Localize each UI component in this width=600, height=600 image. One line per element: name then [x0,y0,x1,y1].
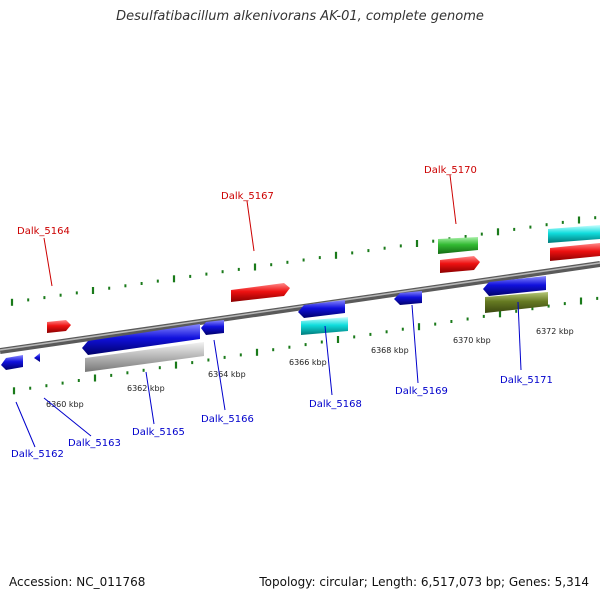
scale-label: 6364 kbp [208,370,246,379]
scale-label: 6370 kbp [453,336,491,345]
gene-feature[interactable] [34,353,40,362]
genome-backbone [0,261,600,354]
gene-feature[interactable] [438,237,478,254]
page-title: Desulfatibacillum alkenivorans AK-01, co… [116,9,484,24]
tick-marks [10,216,599,395]
gene-feature[interactable] [394,291,422,305]
gene-label[interactable]: Dalk_5162 [11,449,64,460]
gene-feature[interactable] [298,300,345,318]
gene-label[interactable]: Dalk_5165 [132,427,185,438]
gene-label[interactable]: Dalk_5169 [395,386,448,397]
gene-feature[interactable] [440,256,480,273]
reverse-strand-genes [1,276,548,372]
scale-label: 6360 kbp [46,400,84,409]
forward-strand-genes [47,225,600,333]
scale-labels: 6360 kbp 6362 kbp 6364 kbp 6366 kbp 6368… [46,327,574,409]
reverse-gene-labels: Dalk_5162 Dalk_5163 Dalk_5165 Dalk_5166 … [11,301,553,460]
gene-label[interactable]: Dalk_5171 [500,375,553,386]
gene-feature[interactable] [201,320,224,335]
gene-label[interactable]: Dalk_5167 [221,191,274,202]
scale-label: 6362 kbp [127,384,165,393]
gene-label[interactable]: Dalk_5163 [68,438,121,449]
scale-label: 6368 kbp [371,346,409,355]
gene-feature[interactable] [485,292,548,313]
accession-text: Accession: NC_011768 [9,575,146,589]
genome-summary: Topology: circular; Length: 6,517,073 bp… [259,575,589,589]
gene-feature[interactable] [85,342,204,372]
forward-gene-labels: Dalk_5164 Dalk_5167 Dalk_5170 [17,165,477,287]
gene-feature[interactable] [1,355,23,370]
gene-feature[interactable] [47,320,71,333]
scale-label: 6372 kbp [536,327,574,336]
scale-label: 6366 kbp [289,358,327,367]
gene-feature[interactable] [550,243,600,261]
gene-label[interactable]: Dalk_5164 [17,226,70,237]
gene-feature[interactable] [82,324,200,355]
gene-feature[interactable] [301,317,348,335]
gene-feature[interactable] [548,225,600,243]
gene-label[interactable]: Dalk_5168 [309,399,362,410]
gene-label[interactable]: Dalk_5166 [201,414,254,425]
gene-feature[interactable] [231,283,290,302]
gene-label[interactable]: Dalk_5170 [424,165,477,176]
gene-feature[interactable] [483,276,546,296]
